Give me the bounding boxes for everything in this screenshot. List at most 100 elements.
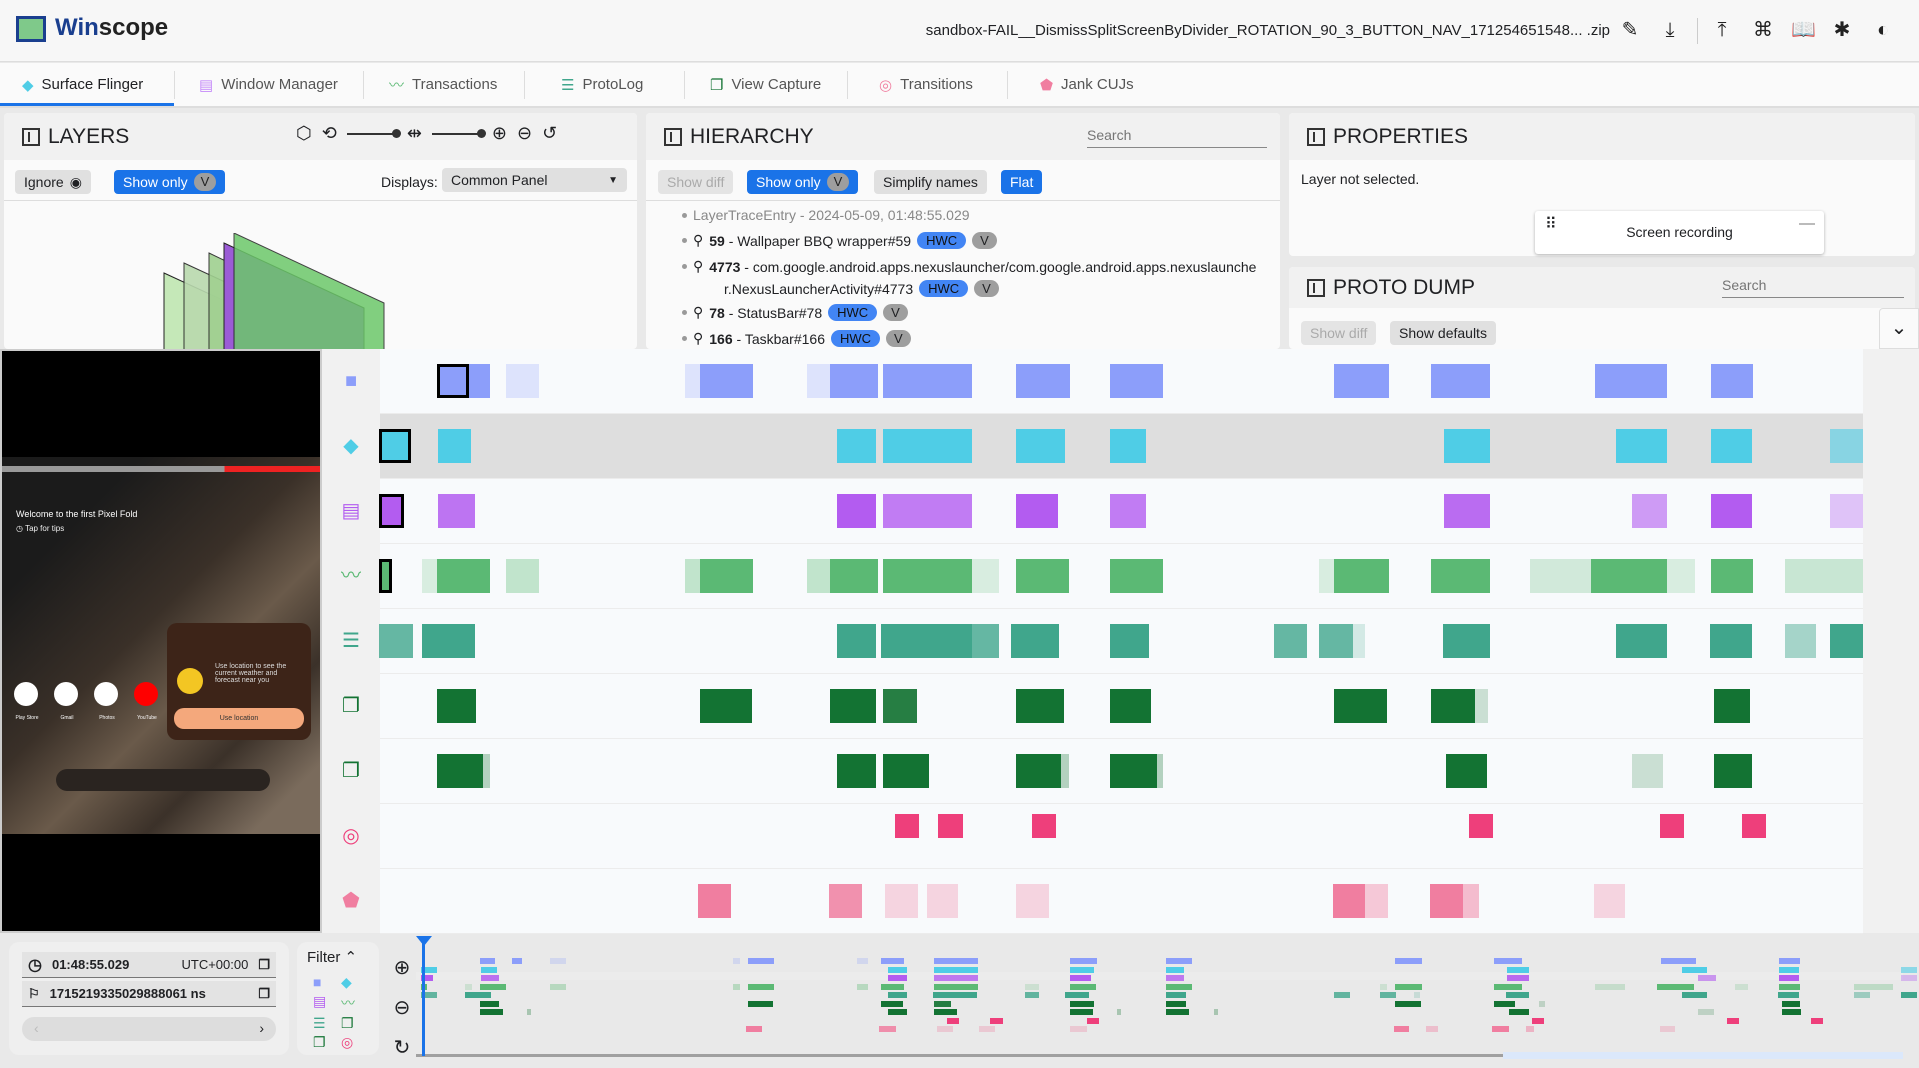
trace-entry-mark[interactable] xyxy=(1334,559,1390,593)
trace-entry-mark[interactable] xyxy=(1741,814,1767,838)
trace-entry-mark[interactable] xyxy=(700,364,753,398)
time-cursor[interactable] xyxy=(422,936,425,1056)
reset-zoom-icon[interactable]: ↻ xyxy=(393,1037,411,1059)
trace-entry-mark[interactable] xyxy=(468,364,490,398)
hierarchy-search-input[interactable] xyxy=(1087,125,1267,148)
trace-entry-mark[interactable] xyxy=(1784,559,1863,593)
trace-entry-mark[interactable] xyxy=(829,689,877,723)
next-entry-icon[interactable]: › xyxy=(259,1020,264,1036)
edit-icon[interactable]: ✎ xyxy=(1621,19,1639,41)
show-only-button[interactable]: Show only V xyxy=(747,170,859,194)
trace-entry-mark[interactable] xyxy=(884,884,918,918)
prev-entry-icon[interactable]: ‹ xyxy=(34,1020,39,1036)
trace-entry-mark[interactable] xyxy=(379,494,404,528)
collapse-icon[interactable] xyxy=(22,127,40,146)
trace-entry-mark[interactable] xyxy=(505,364,539,398)
tab-jank-cujs[interactable]: ⬟ Jank CUJs xyxy=(1040,76,1134,94)
trace-entry-mark[interactable] xyxy=(1015,429,1065,463)
zoom-in-icon[interactable]: ⊕ xyxy=(393,957,411,979)
expand-timeline-button[interactable]: ⌄ xyxy=(1879,308,1919,349)
trace-entry-mark[interactable] xyxy=(837,429,877,463)
trace-entry-mark[interactable] xyxy=(1445,754,1488,788)
collapse-icon[interactable] xyxy=(664,127,682,146)
tree-item-continued[interactable]: r.NexusLauncherActivity#4773 HWC V xyxy=(724,280,999,297)
download-icon[interactable]: ⤓ xyxy=(1665,19,1675,41)
layers-3d-view[interactable] xyxy=(154,233,474,349)
trace-entry-mark[interactable] xyxy=(1711,494,1752,528)
trace-entry-mark[interactable] xyxy=(1332,884,1365,918)
trace-entry-mark[interactable] xyxy=(1462,884,1479,918)
tab-surface-flinger[interactable]: ◆ Surface Flinger xyxy=(22,76,144,94)
trace-entry-mark[interactable] xyxy=(882,364,972,398)
zoom-out-icon[interactable]: ⊖ xyxy=(517,123,533,143)
trace-entry-mark[interactable] xyxy=(697,884,731,918)
minimap-scrollbar[interactable] xyxy=(416,1054,1503,1057)
trace-entry-mark[interactable] xyxy=(1594,364,1668,398)
trace-entry-mark[interactable] xyxy=(1443,624,1490,658)
trace-entry-mark[interactable] xyxy=(1110,559,1163,593)
trace-entry-mark[interactable] xyxy=(422,624,475,658)
pin-icon[interactable]: ⚲ xyxy=(693,232,704,248)
timeline-row[interactable] xyxy=(380,739,1863,804)
trace-entry-mark[interactable] xyxy=(806,559,830,593)
trace-entry-mark[interactable] xyxy=(1011,624,1059,658)
trace-entry-mark[interactable] xyxy=(1015,689,1064,723)
trace-entry-mark[interactable] xyxy=(1110,429,1146,463)
trace-entry-mark[interactable] xyxy=(1631,754,1664,788)
trace-entry-mark[interactable] xyxy=(1711,559,1753,593)
trace-entry-mark[interactable] xyxy=(1468,814,1494,838)
docs-icon[interactable]: 📖 xyxy=(1791,19,1816,41)
trace-entry-mark[interactable] xyxy=(379,624,413,658)
show-only-button[interactable]: Show only V xyxy=(114,170,226,194)
trace-entry-mark[interactable] xyxy=(685,364,701,398)
trace-entry-mark[interactable] xyxy=(1615,624,1668,658)
collapse-icon[interactable] xyxy=(1307,278,1325,297)
trace-entry-mark[interactable] xyxy=(882,689,917,723)
trace-entry-mark[interactable] xyxy=(1709,624,1752,658)
trace-entry-mark[interactable] xyxy=(1156,754,1163,788)
transitions-icon[interactable]: ◎ xyxy=(341,1034,354,1050)
trace-entry-mark[interactable] xyxy=(1829,494,1863,528)
tree-item[interactable]: ⚲ 78 - StatusBar#78 HWC V xyxy=(682,304,908,321)
trace-entry-mark[interactable] xyxy=(379,429,412,463)
trace-entry-mark[interactable] xyxy=(700,559,753,593)
trace-entry-mark[interactable] xyxy=(1713,754,1752,788)
trace-entry-mark[interactable] xyxy=(436,364,469,398)
trace-entry-mark[interactable] xyxy=(1031,814,1057,838)
trace-entry-mark[interactable] xyxy=(1015,559,1069,593)
trace-entry-mark[interactable] xyxy=(1319,559,1335,593)
displays-select[interactable]: Common Panel ▼ xyxy=(442,168,627,192)
trace-entry-mark[interactable] xyxy=(1015,884,1049,918)
trace-entry-mark[interactable] xyxy=(894,814,920,838)
layers-icon[interactable]: ◆ xyxy=(341,974,352,990)
trace-entry-mark[interactable] xyxy=(1631,494,1668,528)
trace-entry-mark[interactable] xyxy=(1274,624,1308,658)
drag-handle-icon[interactable]: ⠿ xyxy=(1545,216,1557,233)
trace-entry-mark[interactable] xyxy=(1110,494,1146,528)
tab-transitions[interactable]: ◎ Transitions xyxy=(879,76,973,94)
timeline-row[interactable] xyxy=(379,479,1863,544)
trace-entry-mark[interactable] xyxy=(700,689,752,723)
minimize-icon[interactable] xyxy=(1799,223,1815,225)
trace-entry-mark[interactable] xyxy=(436,559,490,593)
ignore-button[interactable]: Ignore ◉ xyxy=(15,170,91,194)
trace-entry-mark[interactable] xyxy=(1015,494,1058,528)
trace-entry-mark[interactable] xyxy=(483,754,490,788)
trace-entry-mark[interactable] xyxy=(881,624,972,658)
trace-entry-mark[interactable] xyxy=(1784,624,1817,658)
trace-entry-mark[interactable] xyxy=(971,559,999,593)
label-icon[interactable]: ⬟ xyxy=(342,890,360,912)
trace-entry-mark[interactable] xyxy=(505,559,539,593)
filter-toggle[interactable]: Filter ⌃ xyxy=(307,949,358,966)
timeline-row[interactable] xyxy=(380,804,1863,869)
shortcut-icon[interactable]: ⌘ xyxy=(1753,19,1773,41)
trace-entry-mark[interactable] xyxy=(1530,559,1592,593)
trace-entry-mark[interactable] xyxy=(829,364,878,398)
show-diff-button[interactable]: Show diff xyxy=(1301,321,1377,345)
chart-line-icon[interactable]: 〰 xyxy=(341,995,355,1011)
reset-icon[interactable]: ↺ xyxy=(542,123,558,143)
trace-entry-mark[interactable] xyxy=(971,624,999,658)
proto-search-input[interactable] xyxy=(1722,275,1904,298)
layers-icon[interactable]: ◆ xyxy=(343,435,359,457)
trace-entry-mark[interactable] xyxy=(438,494,475,528)
